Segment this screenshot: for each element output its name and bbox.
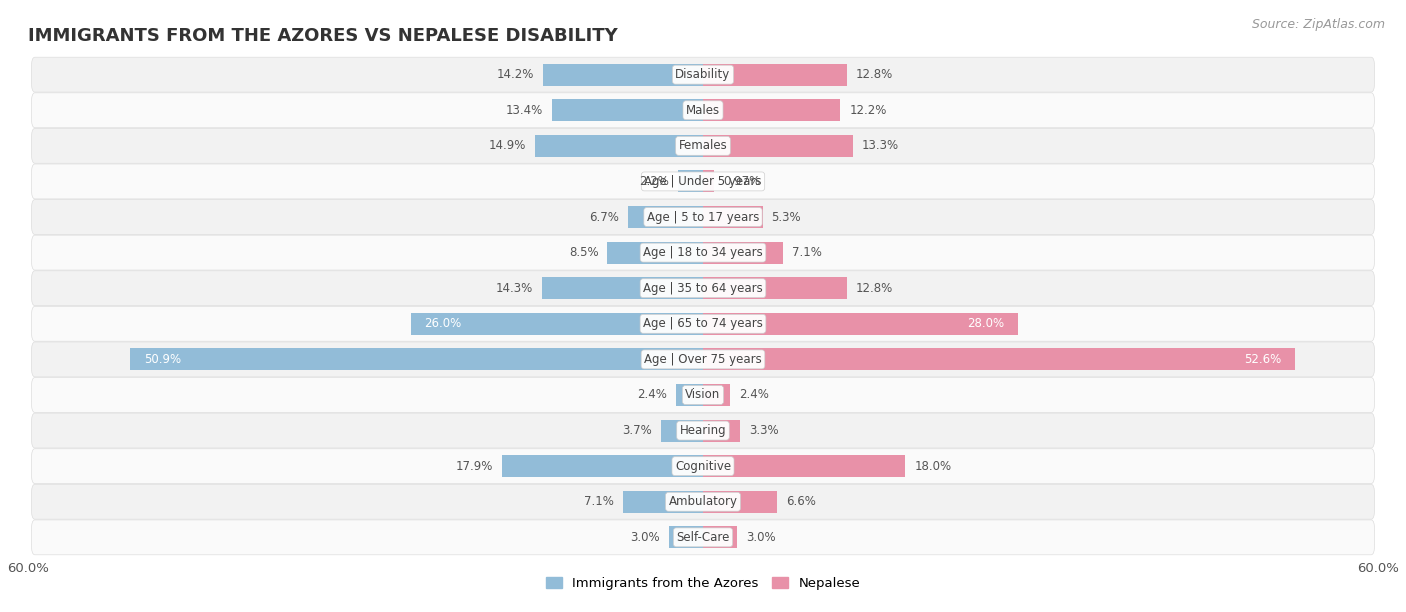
Text: 12.2%: 12.2%: [849, 104, 887, 117]
Text: 7.1%: 7.1%: [792, 246, 821, 259]
Text: 12.8%: 12.8%: [856, 282, 893, 295]
Text: 17.9%: 17.9%: [456, 460, 492, 472]
Text: 7.1%: 7.1%: [585, 495, 614, 508]
Text: Ambulatory: Ambulatory: [668, 495, 738, 508]
Bar: [703, 64, 846, 86]
Text: 3.3%: 3.3%: [749, 424, 779, 437]
Text: 13.3%: 13.3%: [862, 140, 898, 152]
Bar: [703, 420, 740, 442]
FancyBboxPatch shape: [31, 200, 1375, 234]
Bar: [661, 420, 703, 442]
Bar: [703, 348, 1295, 370]
Text: 5.3%: 5.3%: [772, 211, 801, 223]
Text: Age | 5 to 17 years: Age | 5 to 17 years: [647, 211, 759, 223]
Bar: [703, 384, 730, 406]
Text: Males: Males: [686, 104, 720, 117]
Text: Age | 65 to 74 years: Age | 65 to 74 years: [643, 317, 763, 330]
FancyBboxPatch shape: [31, 271, 1375, 305]
Text: 18.0%: 18.0%: [914, 460, 952, 472]
Bar: [607, 242, 703, 264]
Bar: [703, 277, 846, 299]
FancyBboxPatch shape: [31, 307, 1375, 341]
FancyBboxPatch shape: [31, 235, 1375, 270]
FancyBboxPatch shape: [31, 57, 1375, 92]
FancyBboxPatch shape: [31, 484, 1375, 519]
Bar: [627, 206, 703, 228]
FancyBboxPatch shape: [31, 93, 1375, 128]
Text: 52.6%: 52.6%: [1244, 353, 1281, 366]
Bar: [623, 491, 703, 513]
Text: Vision: Vision: [685, 389, 721, 401]
FancyBboxPatch shape: [31, 164, 1375, 199]
Text: 2.4%: 2.4%: [637, 389, 666, 401]
Bar: [703, 491, 778, 513]
Text: Age | Under 5 years: Age | Under 5 years: [644, 175, 762, 188]
Text: 8.5%: 8.5%: [569, 246, 599, 259]
Text: Females: Females: [679, 140, 727, 152]
Text: 26.0%: 26.0%: [425, 317, 461, 330]
Text: 28.0%: 28.0%: [967, 317, 1004, 330]
Bar: [411, 313, 703, 335]
Text: Self-Care: Self-Care: [676, 531, 730, 544]
Bar: [703, 313, 1018, 335]
Bar: [703, 206, 762, 228]
Bar: [703, 242, 783, 264]
Text: 2.2%: 2.2%: [640, 175, 669, 188]
Text: Age | Over 75 years: Age | Over 75 years: [644, 353, 762, 366]
Text: 2.4%: 2.4%: [740, 389, 769, 401]
Bar: [678, 170, 703, 192]
Legend: Immigrants from the Azores, Nepalese: Immigrants from the Azores, Nepalese: [541, 572, 865, 595]
Text: 3.7%: 3.7%: [623, 424, 652, 437]
Bar: [703, 135, 852, 157]
FancyBboxPatch shape: [31, 413, 1375, 448]
Bar: [676, 384, 703, 406]
Bar: [703, 526, 737, 548]
Bar: [703, 99, 841, 121]
Text: Age | 35 to 64 years: Age | 35 to 64 years: [643, 282, 763, 295]
Text: 14.2%: 14.2%: [496, 68, 534, 81]
Bar: [669, 526, 703, 548]
Bar: [553, 99, 703, 121]
Text: Cognitive: Cognitive: [675, 460, 731, 472]
Text: 3.0%: 3.0%: [745, 531, 775, 544]
Bar: [536, 135, 703, 157]
Text: 13.4%: 13.4%: [506, 104, 543, 117]
FancyBboxPatch shape: [31, 342, 1375, 377]
Text: 6.6%: 6.6%: [786, 495, 815, 508]
FancyBboxPatch shape: [31, 378, 1375, 412]
Text: Disability: Disability: [675, 68, 731, 81]
Text: 50.9%: 50.9%: [143, 353, 181, 366]
Bar: [131, 348, 703, 370]
Bar: [703, 455, 905, 477]
Text: 14.9%: 14.9%: [489, 140, 526, 152]
Bar: [543, 64, 703, 86]
Text: 6.7%: 6.7%: [589, 211, 619, 223]
FancyBboxPatch shape: [31, 520, 1375, 555]
FancyBboxPatch shape: [31, 129, 1375, 163]
Text: 3.0%: 3.0%: [631, 531, 661, 544]
Text: IMMIGRANTS FROM THE AZORES VS NEPALESE DISABILITY: IMMIGRANTS FROM THE AZORES VS NEPALESE D…: [28, 27, 617, 45]
Text: Age | 18 to 34 years: Age | 18 to 34 years: [643, 246, 763, 259]
Text: Source: ZipAtlas.com: Source: ZipAtlas.com: [1251, 18, 1385, 31]
FancyBboxPatch shape: [31, 449, 1375, 483]
Text: Hearing: Hearing: [679, 424, 727, 437]
Bar: [502, 455, 703, 477]
Text: 0.97%: 0.97%: [723, 175, 761, 188]
Bar: [703, 170, 714, 192]
Text: 14.3%: 14.3%: [496, 282, 533, 295]
Bar: [543, 277, 703, 299]
Text: 12.8%: 12.8%: [856, 68, 893, 81]
